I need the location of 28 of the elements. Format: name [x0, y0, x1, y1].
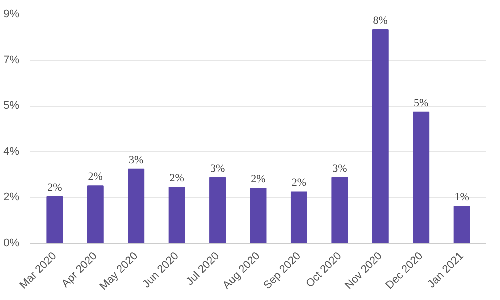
bar [454, 206, 470, 244]
y-tick-label: 2% [4, 192, 20, 204]
data-label: 2% [88, 171, 103, 184]
y-tick-label: 9% [4, 8, 20, 20]
bar [250, 188, 267, 244]
data-label: 5% [414, 97, 429, 110]
bar [413, 112, 430, 244]
y-tick-label: 7% [4, 54, 20, 66]
data-label: 2% [251, 174, 266, 186]
y-tick-label: 4% [4, 146, 20, 158]
bar [290, 192, 308, 244]
data-label: 3% [210, 162, 226, 175]
data-label: 2% [48, 182, 62, 194]
data-label: 2% [170, 172, 184, 184]
bar [46, 196, 64, 244]
bar [372, 29, 389, 244]
y-tick-label: 0% [4, 238, 20, 250]
data-label: 2% [292, 177, 307, 190]
data-label: 3% [332, 162, 348, 175]
data-label: 8% [373, 14, 388, 27]
data-label: 1% [454, 192, 470, 204]
y-tick-label: 5% [4, 100, 20, 112]
bar [332, 177, 348, 244]
bar [87, 186, 104, 244]
bar [128, 168, 145, 244]
bar [168, 186, 186, 244]
data-label: 3% [129, 154, 144, 166]
bar [210, 177, 226, 244]
